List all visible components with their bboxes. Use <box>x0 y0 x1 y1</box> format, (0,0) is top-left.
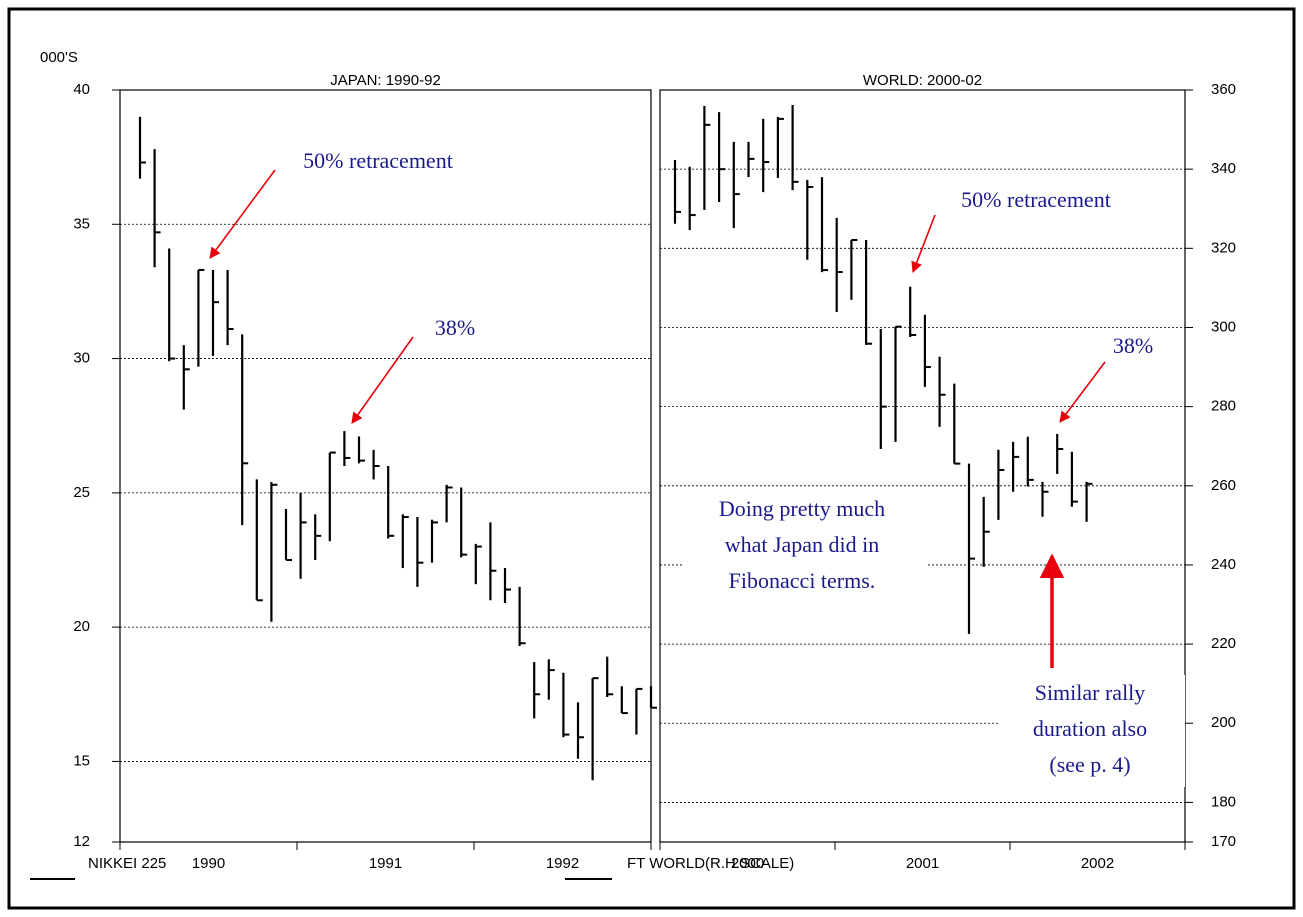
y-tick-label: 280 <box>1211 398 1236 415</box>
annotation: 50% retracement <box>961 187 1111 212</box>
annotation-line: Fibonacci terms. <box>729 568 876 593</box>
panel-title: WORLD: 2000-02 <box>863 72 982 89</box>
x-tick-label: 2000 <box>731 855 764 872</box>
y-tick-label: 20 <box>73 618 90 635</box>
y-tick-label: 320 <box>1211 239 1236 256</box>
y-tick-label: 15 <box>73 752 90 769</box>
annotation-line: what Japan did in <box>725 532 880 557</box>
x-tick-label: 1992 <box>546 855 579 872</box>
y-tick-label: 40 <box>73 81 90 98</box>
panel-title: JAPAN: 1990-92 <box>330 72 441 89</box>
x-tick-label: 2001 <box>906 855 939 872</box>
y-tick-label: 180 <box>1211 793 1236 810</box>
y-tick-label: 340 <box>1211 160 1236 177</box>
annotation: 50% retracement <box>303 148 453 173</box>
annotation-arrow <box>209 169 276 259</box>
annotation-line: Similar rally <box>1035 680 1146 705</box>
annotation-line: (see p. 4) <box>1049 752 1130 777</box>
x-tick-label: 1991 <box>369 855 402 872</box>
y-tick-label: 170 <box>1211 833 1236 850</box>
panel-frame <box>119 89 652 843</box>
annotation-arrow <box>911 214 936 274</box>
y-tick-label: 220 <box>1211 635 1236 652</box>
y-tick-label: 30 <box>73 350 90 367</box>
annotation: 38% <box>1113 333 1153 358</box>
annotation-line: duration also <box>1033 716 1147 741</box>
y-tick-label: 260 <box>1211 477 1236 494</box>
y-tick-label: 300 <box>1211 318 1236 335</box>
unit-label: 000'S <box>40 49 78 66</box>
y-tick-label: 25 <box>73 484 90 501</box>
x-tick-label: 2002 <box>1081 855 1114 872</box>
legend-label: NIKKEI 225 <box>88 855 166 872</box>
y-tick-label: 240 <box>1211 556 1236 573</box>
y-tick-label: 35 <box>73 215 90 232</box>
annotation-line: Doing pretty much <box>719 496 885 521</box>
annotation-bg <box>1000 675 1185 787</box>
y-tick-label: 12 <box>73 833 90 850</box>
annotation-arrow <box>1059 361 1106 423</box>
annotation-bg <box>684 492 928 602</box>
legend-label: FT WORLD(R.H.SCALE) <box>627 855 794 872</box>
panel-frame <box>659 89 1186 843</box>
y-tick-label: 360 <box>1211 81 1236 98</box>
x-tick-label: 1990 <box>192 855 225 872</box>
annotation-arrow <box>351 336 414 424</box>
annotation: 38% <box>435 315 475 340</box>
y-tick-label: 200 <box>1211 714 1236 731</box>
